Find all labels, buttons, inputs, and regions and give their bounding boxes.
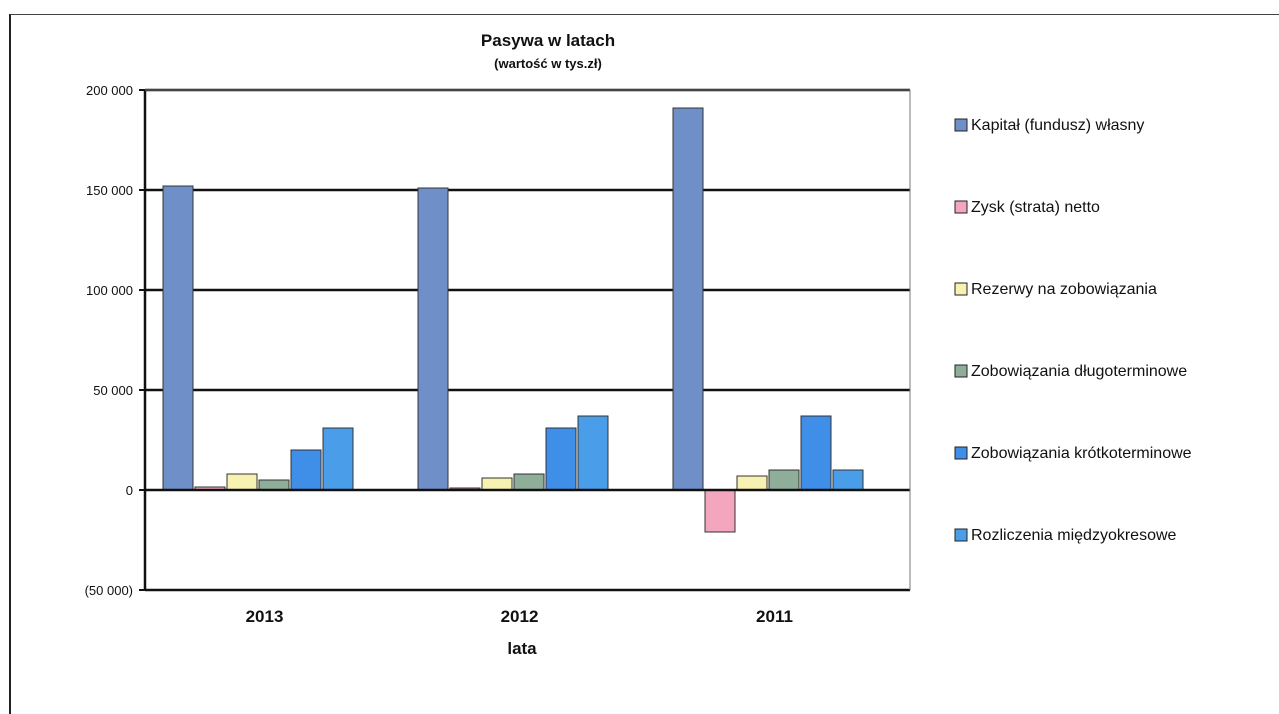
chart-subtitle: (wartość w tys.zł) [494, 56, 602, 71]
bar-2011-series-4 [768, 469, 800, 491]
chart-title: Pasywa w latach [481, 31, 615, 50]
bars [162, 107, 864, 533]
y-tick-label: 150 000 [86, 183, 133, 198]
bar-2012-series-1 [417, 187, 449, 491]
bar-2012-series-6 [577, 415, 609, 491]
legend-label: Zobowiązania długoterminowe [971, 363, 1187, 380]
x-category-labels: 2013 2012 2011 [246, 607, 793, 626]
bar-2012-series-4 [513, 473, 545, 491]
legend-swatch [954, 528, 968, 542]
legend-swatch [954, 282, 968, 296]
legend-label: Kapitał (fundusz) własny [971, 117, 1144, 134]
y-tick-label: 200 000 [86, 83, 133, 98]
x-category-label: 2013 [246, 607, 284, 626]
legend-label: Zysk (strata) netto [971, 199, 1100, 216]
y-tick-label: (50 000) [85, 583, 133, 598]
bar-2013-series-6 [322, 427, 354, 491]
legend-swatch [954, 446, 968, 460]
bar-2011-series-1 [672, 107, 704, 491]
legend-swatch [954, 118, 968, 132]
axes [139, 89, 911, 591]
y-tick-label: 0 [126, 483, 133, 498]
x-category-label: 2012 [501, 607, 539, 626]
legend-swatch [954, 364, 968, 378]
bar-2012-series-5 [545, 427, 577, 491]
y-tick-label: 100 000 [86, 283, 133, 298]
legend-label: Zobowiązania krótkoterminowe [971, 445, 1192, 462]
bar-2013-series-3 [226, 473, 258, 491]
bar-2011-series-5 [800, 415, 832, 491]
bar-2011-series-6 [832, 469, 864, 491]
x-axis-label: lata [507, 639, 537, 658]
bar-2012-series-3 [481, 477, 513, 491]
legend-swatch [954, 200, 968, 214]
gridlines [145, 88, 910, 592]
bar-2011-series-2 [704, 489, 736, 533]
legend-label: Rezerwy na zobowiązania [971, 281, 1157, 298]
chart-frame [9, 14, 1279, 714]
bar-2013-series-1 [162, 185, 194, 491]
legend-label: Rozliczenia międzyokresowe [971, 527, 1177, 544]
bar-2011-series-3 [736, 475, 768, 491]
y-tick-labels: (50 000) 0 50 000 100 000 150 000 200 000 [85, 83, 133, 598]
bar-2013-series-4 [258, 479, 290, 491]
x-category-label: 2011 [756, 607, 793, 626]
legend: Kapitał (fundusz) własny Zysk (strata) ne… [954, 117, 1192, 544]
y-tick-label: 50 000 [93, 383, 133, 398]
bar-2013-series-5 [290, 449, 322, 491]
